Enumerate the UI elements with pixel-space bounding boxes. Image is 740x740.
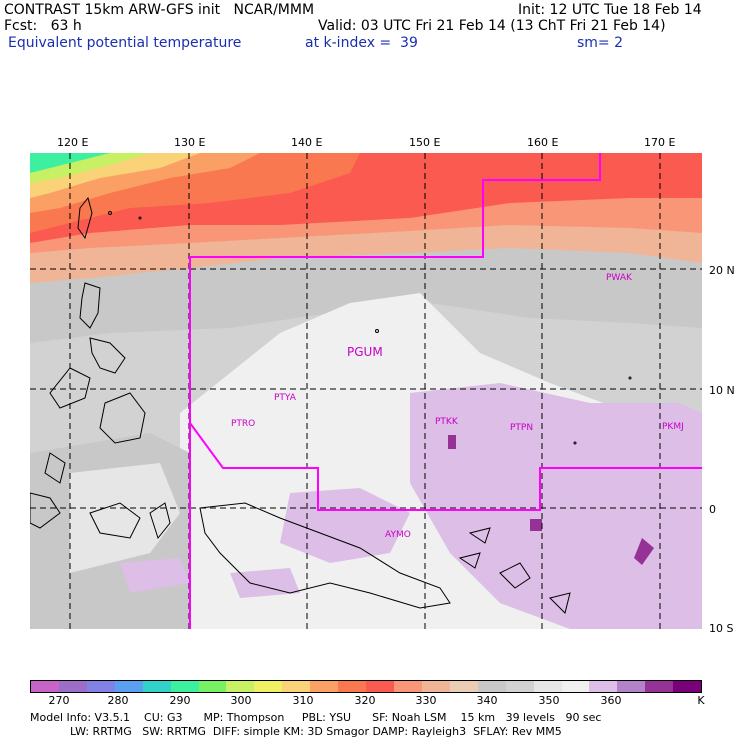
station-label: PTRO <box>231 419 256 429</box>
colorbar-swatch <box>170 681 199 692</box>
colorbar-swatch <box>254 681 283 692</box>
colorbar-swatch <box>589 681 618 692</box>
smoothing-label: sm= 2 <box>577 35 624 51</box>
colorbar-swatch <box>449 681 478 692</box>
colorbar-swatch <box>505 681 534 692</box>
lon-label: 140 E <box>291 136 323 149</box>
colorbar-swatch <box>421 681 450 692</box>
colorbar-swatch <box>338 681 367 692</box>
colorbar-swatch <box>561 681 590 692</box>
colorbar-swatch <box>645 681 674 692</box>
lon-label: 170 E <box>644 136 676 149</box>
header-init-time: Init: 12 UTC Tue 18 Feb 14 <box>518 2 702 18</box>
colorbar-swatch <box>198 681 227 692</box>
colorbar <box>30 680 702 693</box>
station-label: AYMO <box>385 530 411 540</box>
colorbar-tick: 280 <box>107 694 129 707</box>
colorbar-swatch <box>393 681 422 692</box>
colorbar-swatch <box>366 681 394 692</box>
station-label: PTYA <box>274 393 296 403</box>
colorbar-tick: 290 <box>169 694 191 707</box>
theta-e-map <box>30 153 702 629</box>
field-name: Equivalent potential temperature <box>8 35 242 51</box>
lon-label: 130 E <box>174 136 206 149</box>
colorbar-swatch <box>58 681 87 692</box>
model-info-line2: LW: RRTMG SW: RRTMG DIFF: simple KM: 3D … <box>70 725 562 738</box>
colorbar-unit: K <box>697 694 705 707</box>
station-label: PGUM <box>347 345 383 359</box>
colorbar-tick: 350 <box>538 694 560 707</box>
colorbar-tick: 340 <box>476 694 498 707</box>
colorbar-tick: 270 <box>48 694 70 707</box>
lat-label: 10 S <box>709 622 734 635</box>
colorbar-tick: 360 <box>600 694 622 707</box>
header-title: CONTRAST 15km ARW-GFS init NCAR/MMM <box>4 2 315 18</box>
colorbar-swatch <box>617 681 646 692</box>
lon-label: 160 E <box>527 136 559 149</box>
colorbar-swatch <box>282 681 311 692</box>
colorbar-tick: 320 <box>354 694 376 707</box>
header-valid-time: Valid: 03 UTC Fri 21 Feb 14 (13 ChT Fri … <box>318 18 666 34</box>
colorbar-tick: 300 <box>230 694 252 707</box>
colorbar-swatch <box>533 681 562 692</box>
header-forecast-hour: Fcst: 63 h <box>4 18 82 34</box>
model-info-line1: Model Info: V3.5.1 CU: G3 MP: Thompson P… <box>30 711 602 724</box>
colorbar-swatch <box>226 681 255 692</box>
station-label: PTPN <box>510 423 534 433</box>
colorbar-swatch <box>673 681 702 692</box>
colorbar-swatch <box>31 681 59 692</box>
colorbar-tick: 330 <box>415 694 437 707</box>
station-label: PKMJ <box>662 422 684 432</box>
colorbar-swatch <box>142 681 171 692</box>
colorbar-swatch <box>477 681 506 692</box>
lat-label: 0 <box>709 503 716 516</box>
lat-label: 20 N <box>709 264 735 277</box>
station-label: PTKK <box>435 417 458 427</box>
colorbar-swatch <box>310 681 339 692</box>
colorbar-swatch <box>86 681 115 692</box>
station-label: PWAK <box>606 273 632 283</box>
lon-label: 120 E <box>57 136 89 149</box>
colorbar-swatch <box>114 681 143 692</box>
lon-label: 150 E <box>409 136 441 149</box>
colorbar-tick: 310 <box>292 694 314 707</box>
field-level: at k-index = 39 <box>305 35 418 51</box>
lat-label: 10 N <box>709 384 735 397</box>
